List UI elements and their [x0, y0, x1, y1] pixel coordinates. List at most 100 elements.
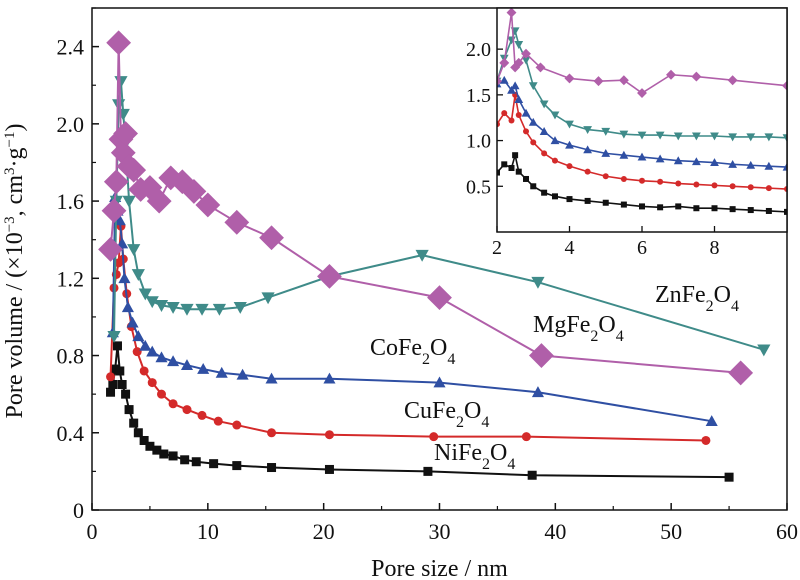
series-label-CoFe2O4-part-2: O — [430, 335, 447, 361]
main-point-ZnFe2O4-10 — [145, 296, 159, 309]
inset-point-CuFe2O4-14 — [657, 178, 664, 185]
main-point-ZnFe2O4-20 — [531, 276, 545, 289]
main-point-CuFe2O4-8 — [132, 347, 142, 357]
main-point-MgFe2O4-11 — [146, 188, 172, 214]
x-tick-label-2: 20 — [313, 519, 335, 544]
main-point-CuFe2O4-10 — [147, 378, 157, 388]
main-point-CuFe2O4-12 — [168, 399, 178, 409]
inset-background — [497, 8, 787, 232]
main-point-CoFe2O4-13 — [180, 359, 194, 371]
series-label-NiFe2O4-part-3: 4 — [507, 456, 515, 473]
main-point-NiFe2O4-6 — [121, 389, 131, 399]
main-point-MgFe2O4-6 — [113, 121, 138, 146]
inset-point-NiFe2O4-2 — [508, 165, 515, 171]
inset-point-MgFe2O4-12 — [691, 71, 702, 82]
main-point-ZnFe2O4-21 — [757, 344, 771, 357]
main-point-CoFe2O4-5 — [118, 272, 131, 284]
inset-point-MgFe2O4-4 — [513, 57, 524, 68]
inset-point-CoFe2O4-5 — [521, 108, 531, 117]
y-tick-label-1: 0.4 — [57, 421, 85, 446]
inset-point-CoFe2O4-10 — [583, 145, 593, 154]
main-point-CoFe2O4-15 — [215, 366, 228, 378]
main-point-NiFe2O4-5 — [117, 380, 127, 389]
inset-series-MgFe2O4 — [497, 8, 787, 98]
inset-point-CoFe2O4-7 — [539, 127, 549, 135]
inset-point-NiFe2O4-11 — [602, 199, 609, 206]
inset-line-ZnFe2O4 — [497, 30, 787, 139]
main-point-CuFe2O4-19 — [429, 432, 439, 442]
inset-point-CoFe2O4-2 — [507, 85, 516, 94]
main-point-MgFe2O4-18 — [317, 263, 342, 289]
inset-point-CoFe2O4-3 — [510, 81, 520, 90]
main-point-MgFe2O4-0 — [98, 236, 123, 262]
main-series-group — [98, 30, 771, 482]
inset-point-CoFe2O4-15 — [673, 156, 683, 165]
series-label-MgFe2O4-part-2: O — [598, 312, 615, 338]
main-point-ZnFe2O4-8 — [131, 269, 145, 282]
inset-point-ZnFe2O4-4 — [514, 41, 524, 49]
inset-point-ZnFe2O4-10 — [583, 126, 593, 134]
inset-y-tick-label-0: 0.5 — [466, 176, 491, 198]
main-point-NiFe2O4-15 — [180, 455, 190, 465]
inset-point-ZnFe2O4-16 — [691, 132, 701, 141]
main-point-ZnFe2O4-12 — [166, 301, 180, 314]
inset-point-MgFe2O4-7 — [564, 73, 575, 84]
inset-point-CuFe2O4-19 — [747, 184, 754, 191]
inset-point-CoFe2O4-16 — [691, 157, 701, 166]
inset-point-CuFe2O4-8 — [552, 157, 558, 164]
inset-point-ZnFe2O4-12 — [619, 130, 629, 139]
inset-point-NiFe2O4-0 — [497, 169, 500, 176]
inset-point-MgFe2O4-5 — [521, 48, 531, 59]
y-tick-label-2: 0.8 — [57, 344, 85, 369]
inset-y-tick-label-2: 1.5 — [466, 85, 491, 107]
inset-point-CoFe2O4-1 — [499, 75, 509, 84]
main-point-NiFe2O4-22 — [527, 470, 537, 480]
inset-point-NiFe2O4-21 — [784, 208, 787, 215]
y-tick-label-5: 2.0 — [57, 112, 85, 137]
main-point-CuFe2O4-20 — [521, 432, 531, 442]
main-point-CuFe2O4-21 — [701, 435, 711, 445]
main-point-NiFe2O4-0 — [106, 387, 116, 397]
main-point-CuFe2O4-11 — [157, 389, 166, 399]
series-label-MgFe2O4-part-1: 2 — [590, 328, 598, 345]
inset-point-CuFe2O4-4 — [515, 111, 522, 118]
series-label-CoFe2O4-part-0: CoFe — [370, 335, 422, 361]
main-point-NiFe2O4-1 — [108, 380, 118, 389]
inset-point-CuFe2O4-9 — [566, 163, 573, 170]
inset-point-ZnFe2O4-19 — [746, 133, 756, 142]
main-point-ZnFe2O4-7 — [127, 244, 141, 256]
inset-point-MgFe2O4-6 — [535, 62, 546, 73]
inset-point-CoFe2O4-20 — [764, 161, 774, 170]
main-point-CoFe2O4-6 — [121, 301, 134, 313]
x-tick-label-3: 30 — [429, 519, 451, 544]
main-point-NiFe2O4-3 — [112, 341, 122, 351]
inset-point-ZnFe2O4-13 — [637, 131, 647, 140]
x-tick-label-0: 0 — [87, 519, 98, 544]
main-point-CoFe2O4-8 — [132, 330, 145, 342]
y-axis-title-unit: , cm — [2, 175, 28, 217]
inset-point-CoFe2O4-8 — [550, 136, 560, 145]
y-tick-label-6: 2.4 — [57, 35, 85, 60]
main-point-MgFe2O4-14 — [181, 179, 207, 204]
inset-point-CuFe2O4-17 — [711, 182, 718, 189]
inset-point-CuFe2O4-15 — [675, 180, 682, 187]
inset-point-CoFe2O4-18 — [728, 159, 738, 168]
main-point-CuFe2O4-18 — [324, 430, 334, 440]
y-tick-label-0: 0 — [73, 498, 84, 523]
series-label-NiFe2O4-part-1: 2 — [482, 456, 490, 473]
inset-point-ZnFe2O4-21 — [782, 134, 787, 143]
main-point-CoFe2O4-12 — [167, 355, 180, 367]
inset-point-MgFe2O4-8 — [593, 76, 604, 87]
inset-x-tick-label-1: 4 — [565, 237, 575, 259]
main-point-MgFe2O4-21 — [728, 360, 754, 386]
inset-point-CoFe2O4-9 — [565, 140, 574, 149]
inset-point-MgFe2O4-11 — [666, 69, 676, 80]
main-point-CuFe2O4-16 — [232, 420, 242, 430]
inset-point-NiFe2O4-14 — [657, 204, 664, 211]
inset-point-NiFe2O4-4 — [515, 168, 522, 175]
inset-point-CuFe2O4-16 — [693, 181, 700, 188]
main-point-NiFe2O4-14 — [168, 451, 178, 461]
inset-point-CoFe2O4-4 — [514, 95, 524, 103]
inset-y-tick-label-3: 2.0 — [466, 39, 491, 61]
